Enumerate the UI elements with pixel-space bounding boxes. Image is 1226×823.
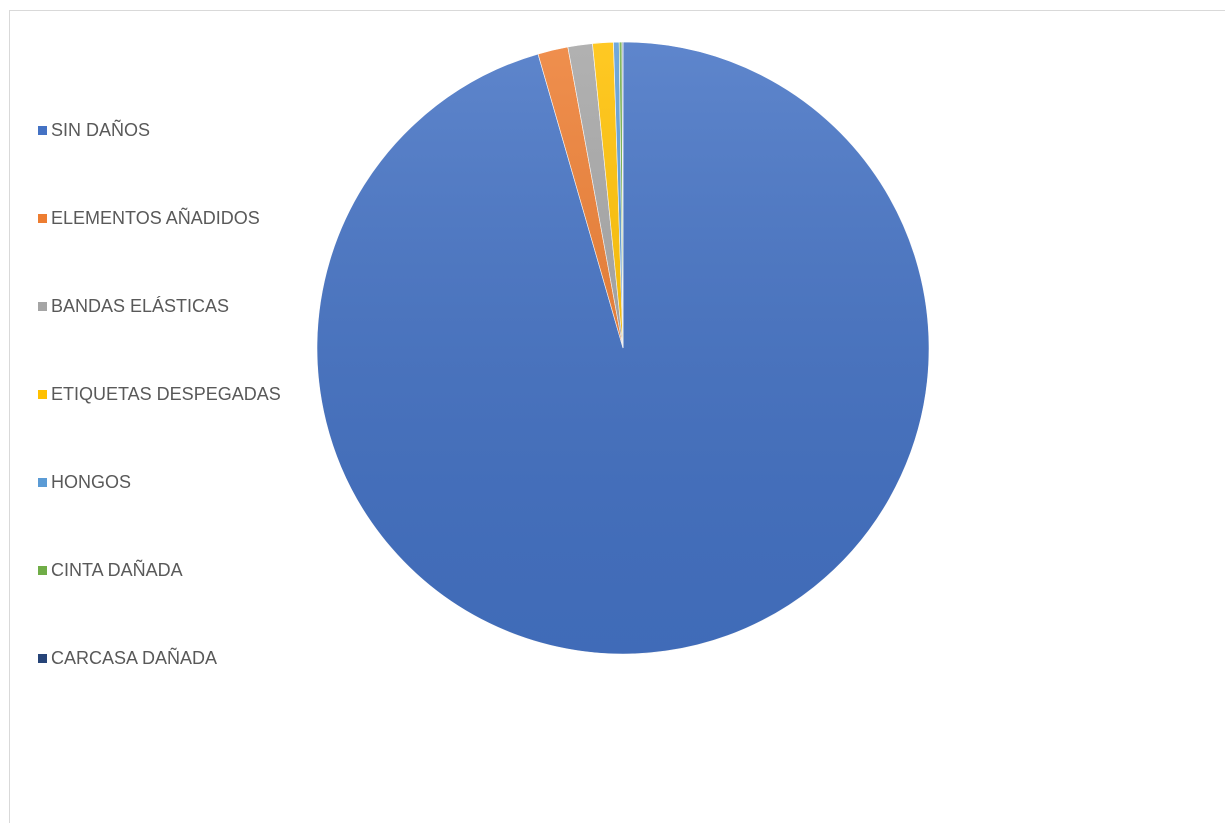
legend-item: ETIQUETAS DESPEGADAS xyxy=(38,381,281,469)
legend-swatch xyxy=(38,390,47,399)
legend-swatch xyxy=(38,566,47,575)
legend-label: CARCASA DAÑADA xyxy=(51,648,218,668)
legend: SIN DAÑOS ELEMENTOS AÑADIDOS BANDAS ELÁSTI… xyxy=(38,117,281,733)
legend-item: SIN DAÑOS xyxy=(38,117,281,205)
legend-swatch xyxy=(38,126,47,135)
legend-swatch xyxy=(38,478,47,487)
legend-label: ELEMENTOS AÑADIDOS xyxy=(51,208,260,228)
legend-label: SIN DAÑOS xyxy=(51,120,151,140)
legend-label: ETIQUETAS DESPEGADAS xyxy=(51,384,281,404)
legend-item: CINTA DAÑADA xyxy=(38,557,281,645)
legend-item: BANDAS ELÁSTICAS xyxy=(38,293,281,381)
pie-slices xyxy=(316,41,930,655)
legend-label: CINTA DAÑADA xyxy=(51,560,183,580)
legend-item: HONGOS xyxy=(38,469,281,557)
legend-swatch xyxy=(38,654,47,663)
legend-item: CARCASA DAÑADA xyxy=(38,645,281,733)
legend-label: BANDAS ELÁSTICAS xyxy=(51,296,230,316)
legend-swatch xyxy=(38,302,47,311)
legend-item: ELEMENTOS AÑADIDOS xyxy=(38,205,281,293)
legend-swatch xyxy=(38,214,47,223)
legend-label: HONGOS xyxy=(51,472,132,492)
